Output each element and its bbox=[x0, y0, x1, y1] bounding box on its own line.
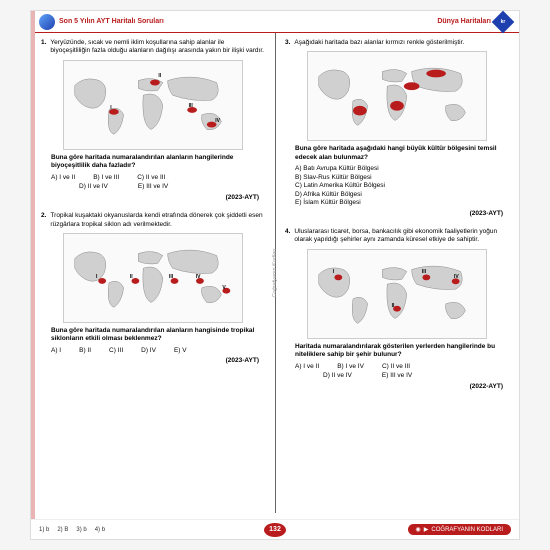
right-column: 3. Aşağıdaki haritada bazı alanlar kırmı… bbox=[275, 33, 519, 513]
header-title-right: Dünya Haritaları bbox=[437, 18, 491, 25]
q1-options: A) I ve II B) I ve III C) II ve III D) I… bbox=[41, 174, 265, 192]
q2-text: Tropikal kuşaktaki okyanuslarda kendi et… bbox=[50, 212, 265, 229]
q3-map bbox=[307, 51, 487, 141]
side-label: Coğrafyanın Kodları bbox=[272, 249, 278, 298]
question-1: 1. Yeryüzünde, sıcak ve nemli iklim koşu… bbox=[41, 39, 265, 202]
q1-num: 1. bbox=[41, 39, 46, 56]
page-header: Son 5 Yılın AYT Haritalı Soruları Dünya … bbox=[31, 11, 519, 33]
logo-left bbox=[39, 14, 55, 30]
answer-key: 1) b 2) B 3) b 4) b bbox=[39, 527, 105, 533]
q2-num: 2. bbox=[41, 212, 46, 229]
q1-bold: Buna göre haritada numaralandırılan alan… bbox=[41, 154, 265, 171]
q2-map: I II III IV V bbox=[63, 233, 243, 323]
q1-map: I II III IV bbox=[63, 60, 243, 150]
q4-bold: Haritada numaralandırılarak gösterilen y… bbox=[285, 343, 509, 360]
question-2: 2. Tropikal kuşaktaki okyanuslarda kendi… bbox=[41, 212, 265, 366]
q3-bold: Buna göre haritada aşağıdaki hangi büyük… bbox=[285, 145, 509, 162]
q4-tag: (2022-AYT) bbox=[285, 383, 509, 391]
youtube-icon: ▶ bbox=[424, 526, 429, 533]
q2-tag: (2023-AYT) bbox=[41, 357, 265, 365]
content-area: Coğrafyanın Kodları 1. Yeryüzünde, sıcak… bbox=[31, 33, 519, 513]
question-3: 3. Aşağıdaki haritada bazı alanlar kırmı… bbox=[285, 39, 509, 218]
q3-tag: (2023-AYT) bbox=[285, 210, 509, 218]
logo-right: kr bbox=[492, 10, 515, 33]
q4-num: 4. bbox=[285, 228, 290, 245]
q4-map: I II III IV bbox=[307, 249, 487, 339]
q4-text: Uluslararası ticaret, borsa, bankacılık … bbox=[294, 228, 509, 245]
q3-num: 3. bbox=[285, 39, 290, 47]
q2-bold: Buna göre haritada numaralandırılan alan… bbox=[41, 327, 265, 344]
page-number: 132 bbox=[264, 523, 286, 537]
question-4: 4. Uluslararası ticaret, borsa, bankacıl… bbox=[285, 228, 509, 391]
q4-options: A) I ve II B) I ve IV C) II ve III D) II… bbox=[285, 363, 509, 381]
q3-text: Aşağıdaki haritada bazı alanlar kırmızı … bbox=[294, 39, 509, 47]
left-column: 1. Yeryüzünde, sıcak ve nemli iklim koşu… bbox=[31, 33, 275, 513]
page-footer: 1) b 2) B 3) b 4) b 132 ◉ ▶ COĞRAFYANIN … bbox=[31, 519, 519, 539]
header-title-left: Son 5 Yılın AYT Haritalı Soruları bbox=[59, 18, 164, 25]
q2-options: A) I B) II C) III D) IV E) V bbox=[41, 347, 265, 355]
worksheet-page: Son 5 Yılın AYT Haritalı Soruları Dünya … bbox=[30, 10, 520, 540]
q3-options: A) Batı Avrupa Kültür Bölgesi B) Slav-Ru… bbox=[285, 165, 509, 207]
footer-brand: ◉ ▶ COĞRAFYANIN KODLARI bbox=[408, 524, 511, 535]
q1-tag: (2023-AYT) bbox=[41, 194, 265, 202]
q1-text: Yeryüzünde, sıcak ve nemli iklim koşulla… bbox=[50, 39, 265, 56]
instagram-icon: ◉ bbox=[416, 526, 421, 533]
